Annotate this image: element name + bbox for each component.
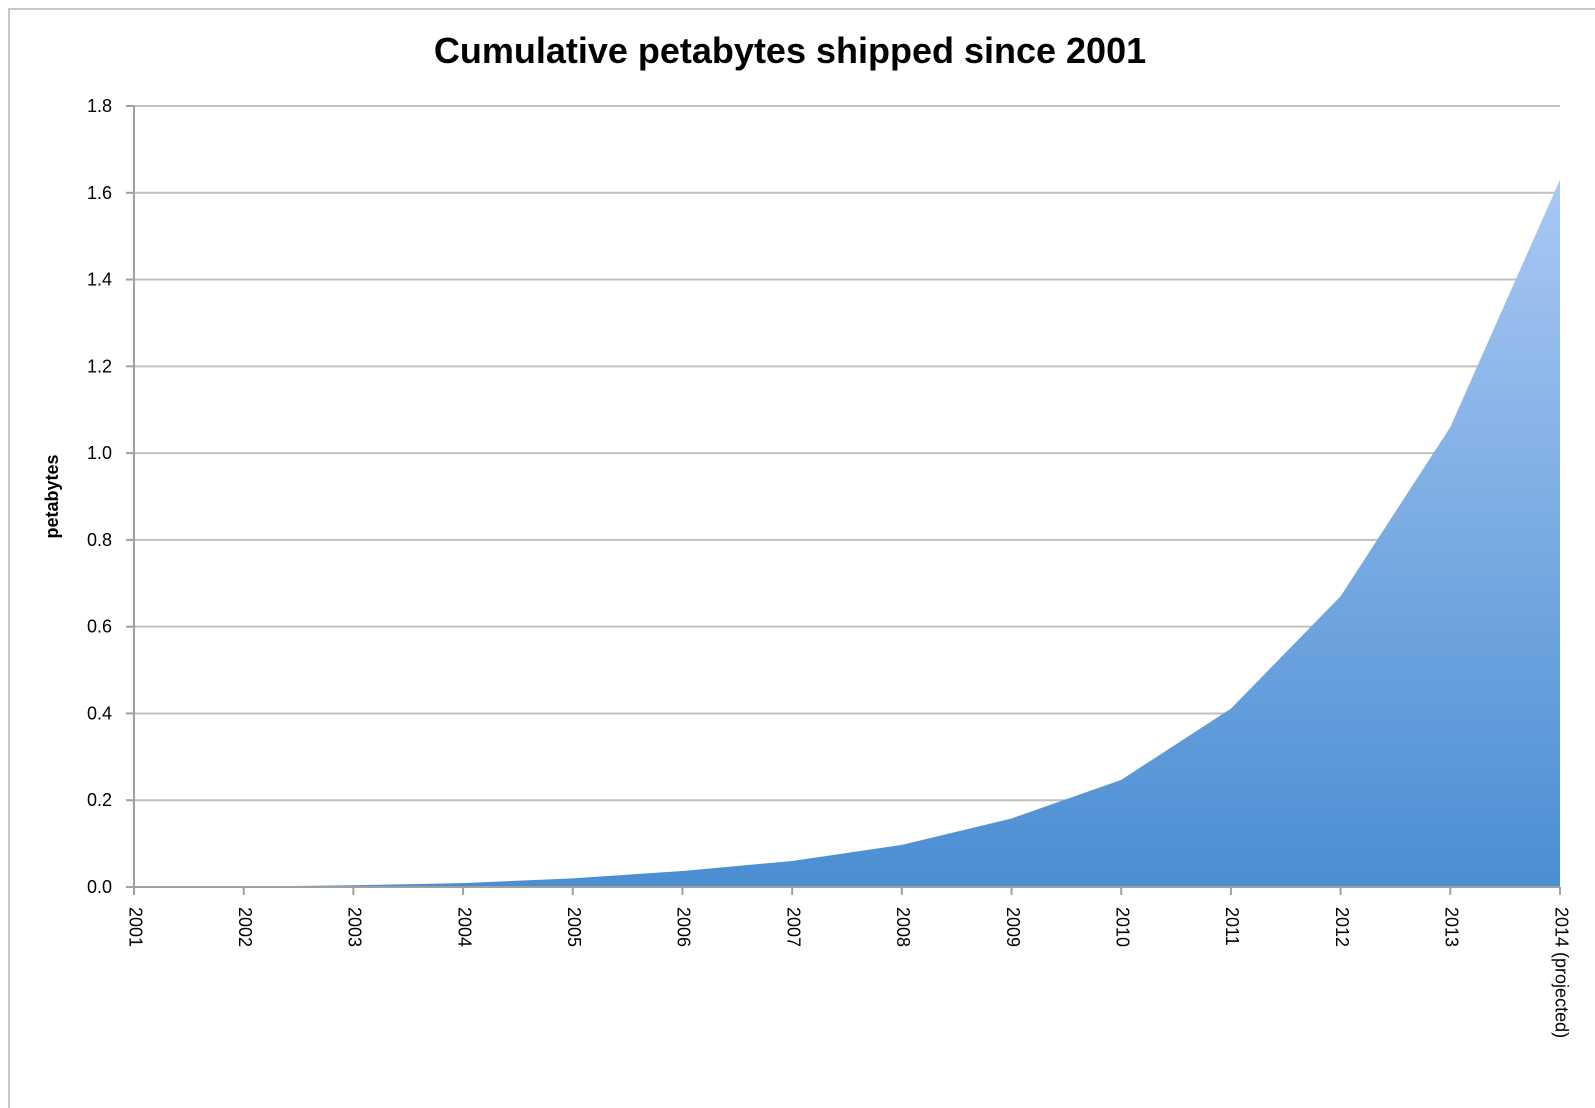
x-tick-label: 2011 xyxy=(1222,907,1242,946)
x-tick-label: 2001 xyxy=(125,907,145,947)
y-tick-label: 0.8 xyxy=(87,530,112,550)
y-tick-labels: 0.0 0.2 0.4 0.6 0.8 1.0 1.2 1.4 1.6 1.8 xyxy=(87,96,112,897)
x-tick-label: 2012 xyxy=(1332,907,1352,947)
y-tick-label: 0.2 xyxy=(87,790,112,810)
x-tick-label: 2004 xyxy=(454,907,474,947)
y-tick-label: 1.0 xyxy=(87,443,112,463)
x-tick-label: 2006 xyxy=(674,907,694,947)
chart-frame xyxy=(8,8,1595,1108)
x-tick-label: 2003 xyxy=(345,907,365,947)
y-tick-label: 1.6 xyxy=(87,183,112,203)
x-tick-labels: 2001 2002 2003 2004 2005 2006 2007 2008 2009 2010… xyxy=(125,907,1571,1038)
y-tick-label: 0.6 xyxy=(87,617,112,637)
area-fill xyxy=(134,179,1560,887)
x-tick-label: 2010 xyxy=(1112,907,1132,947)
axes xyxy=(133,106,1561,895)
chart-title: Cumulative petabytes shipped since 2001 xyxy=(433,30,1147,71)
y-tick-label: 0.4 xyxy=(87,703,112,723)
y-tick-label: 1.8 xyxy=(87,96,112,116)
x-tick-label: 2013 xyxy=(1442,907,1462,947)
x-tick-label: 2005 xyxy=(564,907,584,947)
x-tick-label: 2002 xyxy=(235,907,255,947)
y-tick-label: 1.4 xyxy=(87,270,112,290)
y-tick-label: 1.2 xyxy=(87,356,112,376)
y-axis-label: petabytes xyxy=(42,454,62,538)
y-tick-label: 0.0 xyxy=(87,877,112,897)
x-tick-label: 2009 xyxy=(1003,907,1023,947)
area-series xyxy=(134,179,1560,887)
x-tick-label: 2008 xyxy=(893,907,913,947)
x-tick-label: 2007 xyxy=(783,907,803,947)
x-tick-label: 2014 (projected) xyxy=(1551,907,1571,1038)
